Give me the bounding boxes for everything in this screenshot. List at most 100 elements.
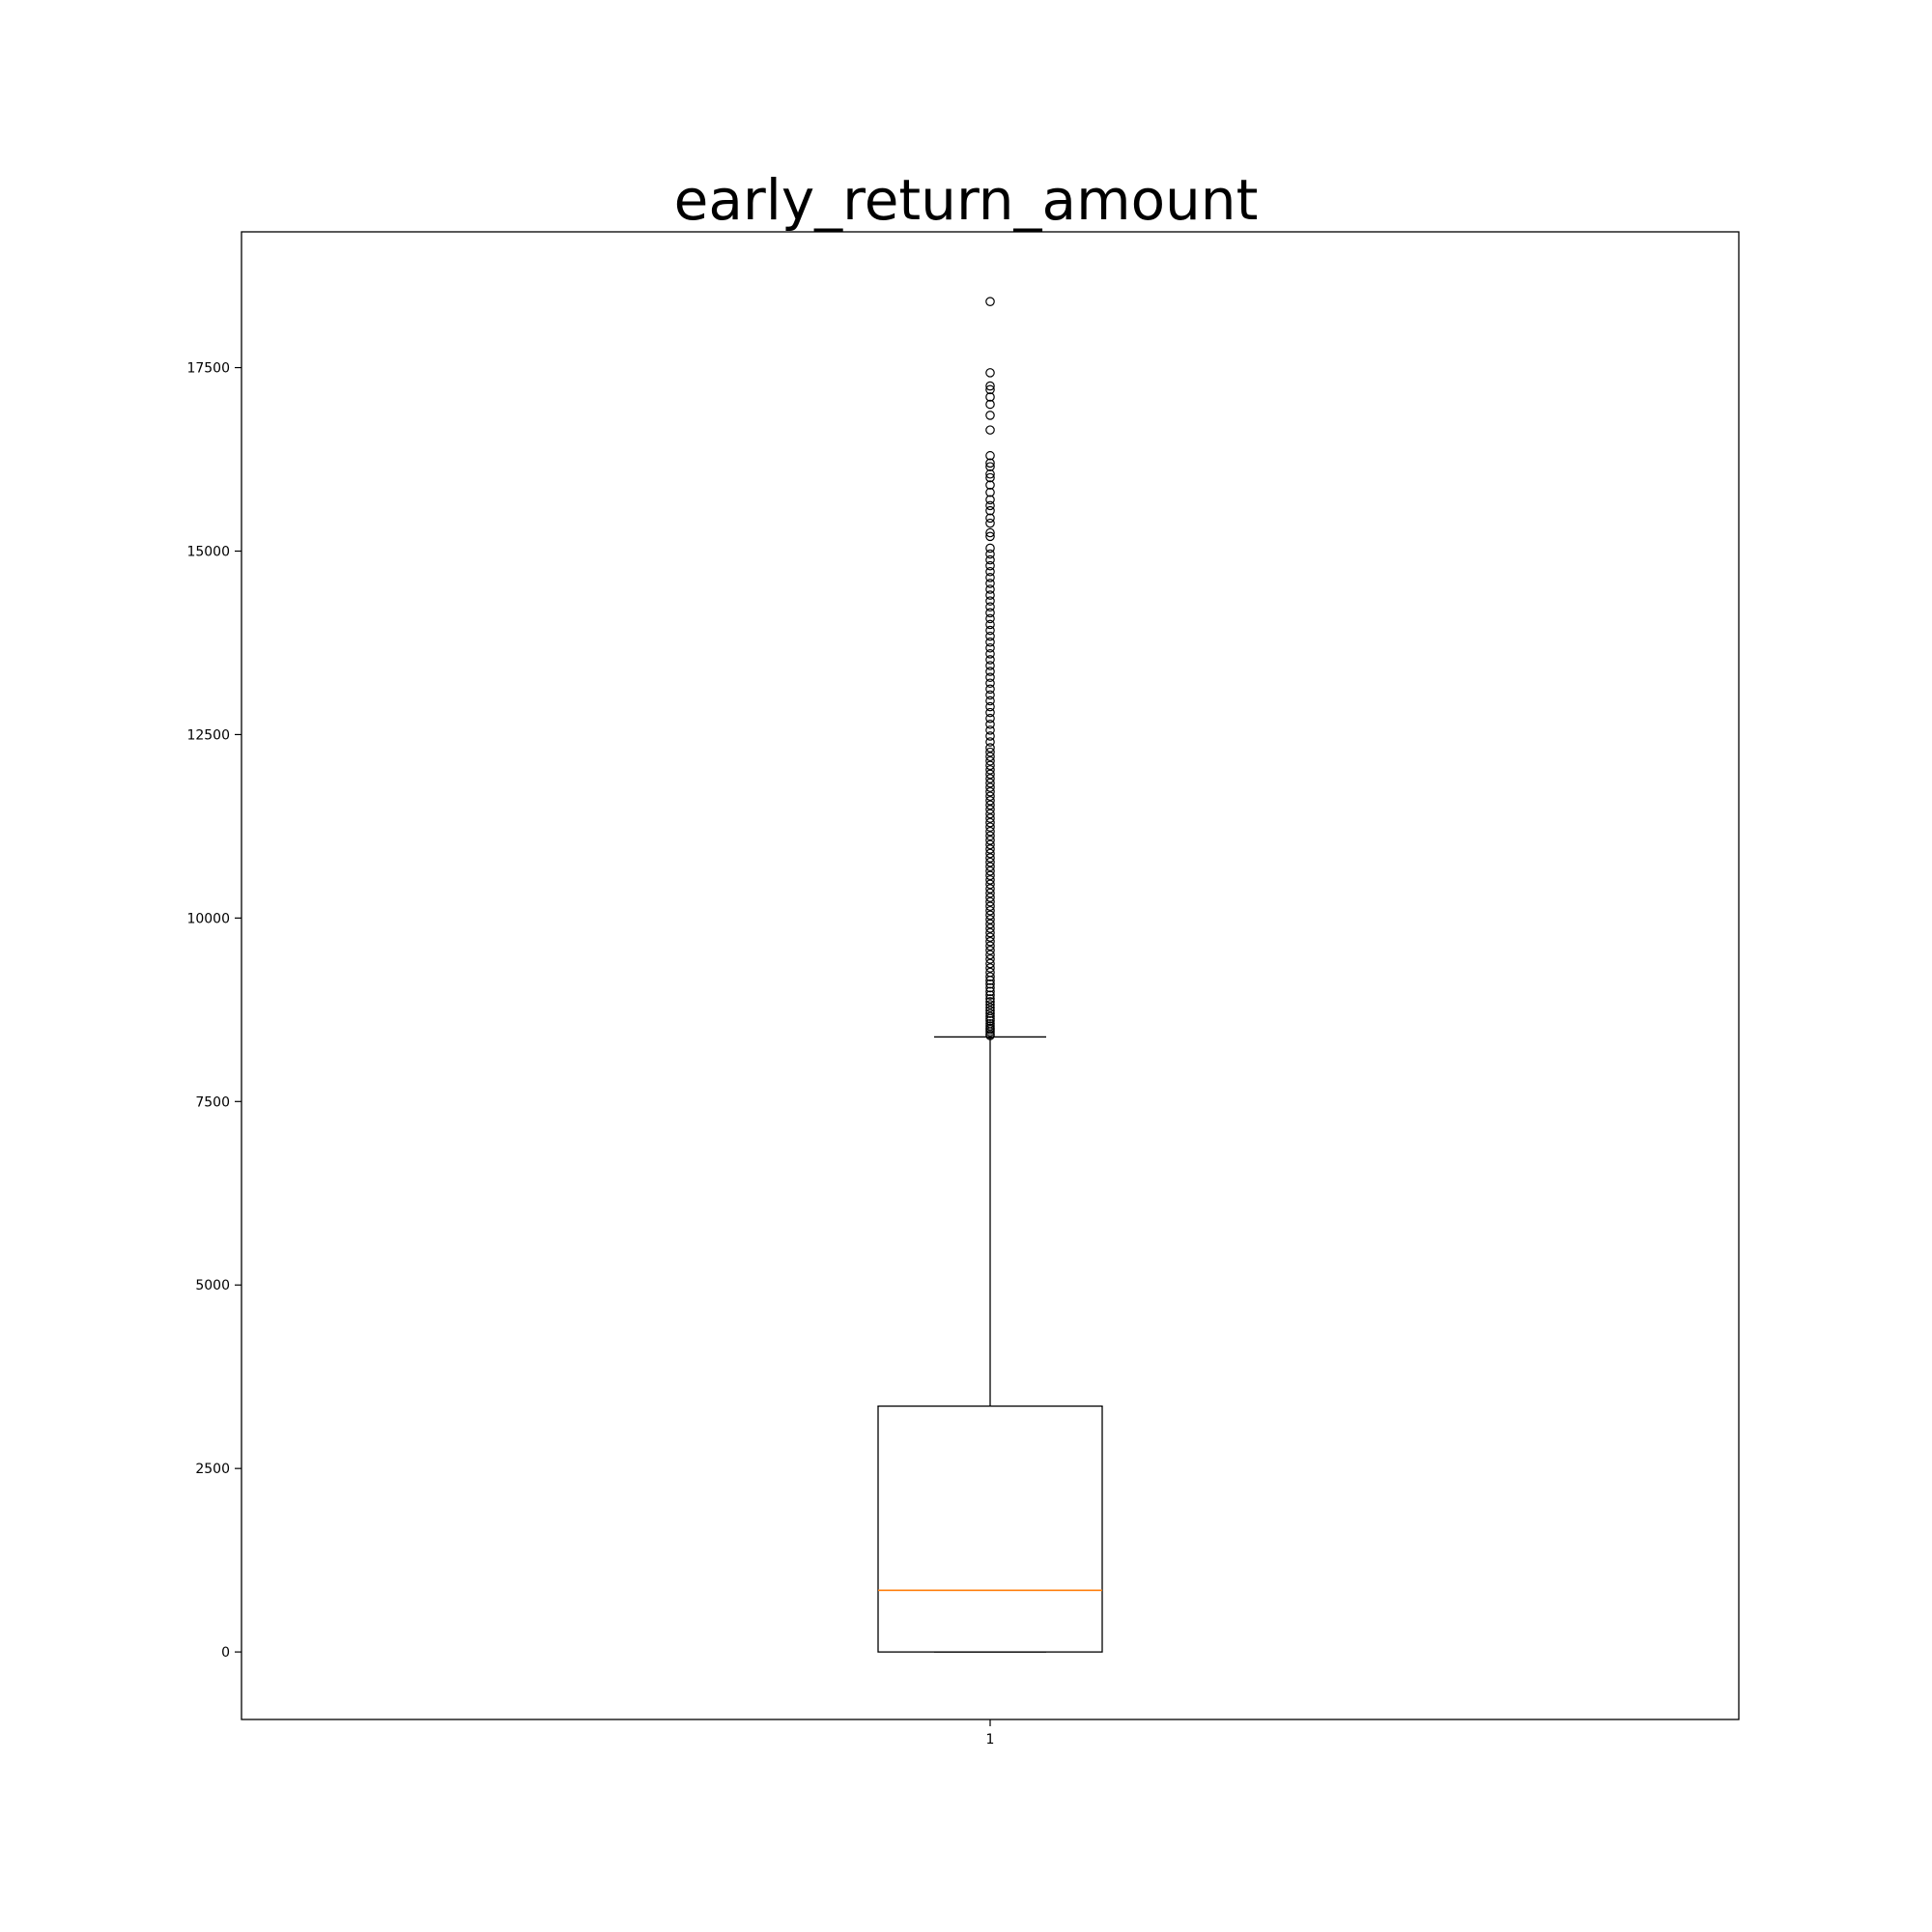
outlier-point [985,941,995,952]
outlier-point [985,866,995,876]
y-tick-label: 12500 [186,727,230,743]
outlier-point [985,796,995,806]
outlier-point [985,958,995,969]
outlier-point [985,982,995,993]
outlier-point [985,826,995,837]
outlier-series [985,297,995,1040]
outlier-point [985,1000,995,1009]
outlier-point [985,743,995,753]
outlier-point [985,527,995,538]
outlier-point [985,979,995,989]
y-tick-label: 7500 [195,1094,230,1110]
outlier-point [985,905,995,916]
chart-title: early_return_amount [673,167,1259,233]
plot-area-frame [241,231,1740,1720]
outlier-point [985,513,995,524]
outlier-point [985,392,995,402]
outlier-point [985,500,995,511]
outlier-point [985,972,995,981]
outlier-point [985,719,995,729]
outlier-point [985,782,995,792]
outlier-point [985,950,995,960]
outlier-point [985,458,995,469]
outlier-point [985,543,995,554]
outlier-point [985,678,995,689]
outlier-point [985,896,995,907]
outlier-point [985,752,995,762]
outlier-point [985,637,995,647]
outlier-point [985,472,995,483]
outlier-point [985,462,995,471]
outlier-point [985,932,995,942]
outlier-point [985,915,995,924]
outlier-point [985,625,995,636]
y-tick-label: 2500 [195,1462,230,1477]
outlier-point [985,566,995,577]
outlier-point [985,619,995,630]
outlier-point [985,774,995,783]
outlier-point [985,1018,995,1029]
outlier-point [985,836,995,845]
outlier-point [985,518,995,528]
x-tick-label: 1 [986,1732,995,1747]
outlier-point [985,667,995,676]
outlier-point [985,997,995,1007]
outlier-point [985,579,995,588]
outlier-point [985,945,995,955]
outlier-point [985,425,995,435]
y-tick-label: 10000 [186,911,230,926]
outlier-point [985,495,995,505]
outlier-point [985,923,995,933]
outlier-point [985,381,995,391]
outlier-point [985,844,995,854]
outlier-point [985,399,995,410]
outlier-point [985,967,995,978]
outlier-point [985,487,995,497]
outlier-point [985,839,995,850]
outlier-point [985,755,995,766]
outlier-point [985,713,995,724]
outlier-point [985,707,995,718]
outlier-point [985,862,995,871]
outlier-point [985,954,995,964]
outlier-point [985,919,995,929]
outlier-point [985,936,995,947]
outlier-point [985,747,995,757]
outlier-point [985,737,995,747]
outlier-point [985,602,995,612]
outlier-point [985,848,995,859]
outlier-point [985,963,995,973]
outlier-point [985,1011,995,1021]
outlier-point [985,469,995,479]
outlier-point [985,596,995,606]
outlier-point [985,813,995,823]
outlier-point [985,822,995,832]
y-tick-label: 5000 [195,1278,230,1293]
outlier-point [985,505,995,516]
outlier-point [985,778,995,788]
y-tick-label: 0 [221,1645,230,1661]
outlier-point [985,791,995,802]
outlier-point [985,765,995,775]
outlier-point [985,817,995,828]
outlier-point [985,696,995,706]
outlier-point [985,584,995,594]
outlier-point [985,731,995,741]
outlier-point [985,786,995,797]
outlier-point [985,805,995,814]
outlier-point [985,690,995,700]
outlier-point [985,384,995,395]
outlier-point [985,927,995,938]
outlier-point [985,661,995,670]
outlier-point [985,531,995,542]
y-tick-label: 15000 [186,544,230,559]
outlier-point [985,411,995,420]
outlier-point [985,560,995,571]
outlier-point [985,910,995,921]
outlier-point [985,769,995,780]
outlier-point [985,450,995,461]
outlier-point [985,901,995,912]
outlier-point [985,725,995,735]
outlier-point [985,888,995,898]
outlier-point [985,809,995,819]
